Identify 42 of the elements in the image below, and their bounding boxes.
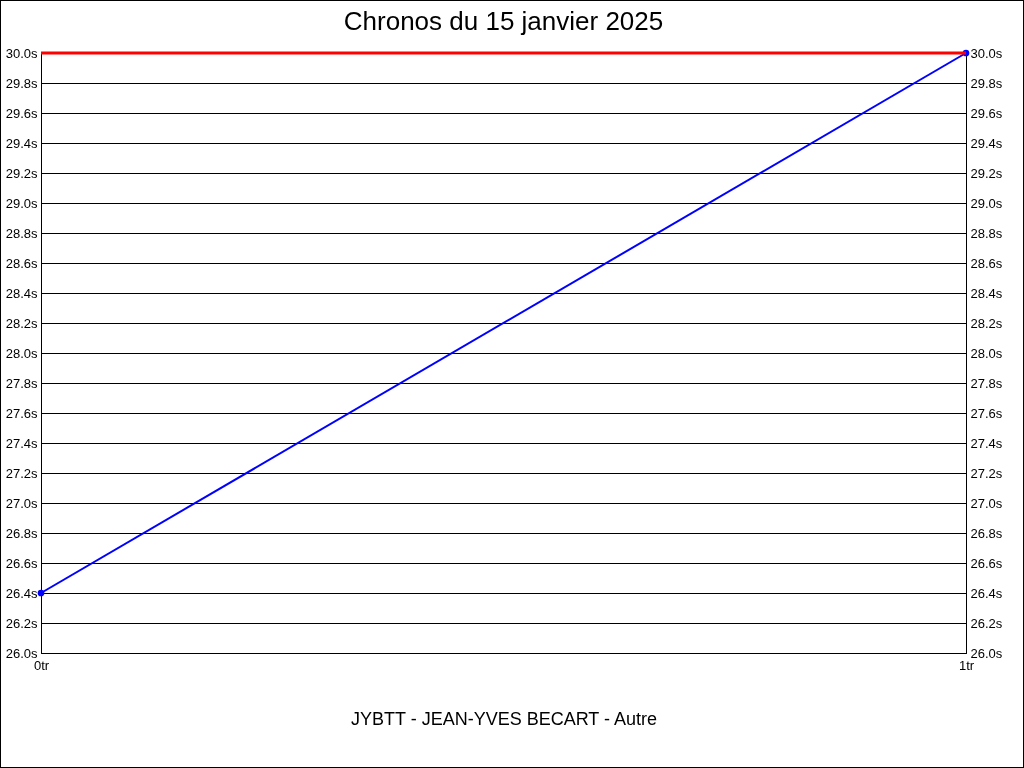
- y2-tick-label: 26.8s: [970, 525, 1003, 541]
- y-tick-label: 27.2s: [5, 465, 38, 481]
- y-tick-label: 29.2s: [5, 165, 38, 181]
- y2-tick-label: 27.8s: [970, 375, 1003, 391]
- y-tick-label: 28.4s: [5, 285, 38, 301]
- y2-tick-label: 26.6s: [970, 555, 1003, 571]
- y-tick-label: 29.4s: [5, 135, 38, 151]
- y2-tick-label: 28.4s: [970, 285, 1003, 301]
- y-tick-label: 28.0s: [5, 345, 38, 361]
- chart-title: Chronos du 15 janvier 2025: [343, 6, 664, 36]
- y-tick-label: 27.4s: [5, 435, 38, 451]
- y-tick-label: 27.8s: [5, 375, 38, 391]
- y2-tick-label: 27.0s: [970, 495, 1003, 511]
- y2-tick-label: 28.2s: [970, 315, 1003, 331]
- y2-tick-label: 26.4s: [970, 585, 1003, 601]
- y-tick-label: 26.8s: [5, 525, 38, 541]
- y2-tick-label: 29.2s: [970, 165, 1003, 181]
- y-tick-label: 28.6s: [5, 255, 38, 271]
- y2-tick-label: 28.6s: [970, 255, 1003, 271]
- y-tick-label: 29.8s: [5, 75, 38, 91]
- y2-tick-label: 27.6s: [970, 405, 1003, 421]
- y2-tick-label: 30.0s: [970, 45, 1003, 61]
- y2-tick-label: 27.2s: [970, 465, 1003, 481]
- y2-tick-label: 29.0s: [970, 195, 1003, 211]
- y2-tick-label: 29.6s: [970, 105, 1003, 121]
- y2-tick-label: 27.4s: [970, 435, 1003, 451]
- y-tick-label: 29.6s: [5, 105, 38, 121]
- x-axis-title: JYBTT - JEAN-YVES BECART - Autre: [350, 708, 658, 729]
- y-tick-label: 26.4s: [5, 585, 38, 601]
- y-tick-label: 28.8s: [5, 225, 38, 241]
- y-tick-label: 29.0s: [5, 195, 38, 211]
- y2-tick-label: 26.2s: [970, 615, 1003, 631]
- y2-tick-label: 29.8s: [970, 75, 1003, 91]
- y2-tick-label: 28.8s: [970, 225, 1003, 241]
- y2-tick-label: 28.0s: [970, 345, 1003, 361]
- y2-tick-label: 29.4s: [970, 135, 1003, 151]
- y-tick-label: 26.6s: [5, 555, 38, 571]
- y-tick-label: 27.0s: [5, 495, 38, 511]
- y-tick-label: 27.6s: [5, 405, 38, 421]
- y-tick-label: 26.2s: [5, 615, 38, 631]
- y-tick-label: 28.2s: [5, 315, 38, 331]
- y-tick-label: 30.0s: [5, 45, 38, 61]
